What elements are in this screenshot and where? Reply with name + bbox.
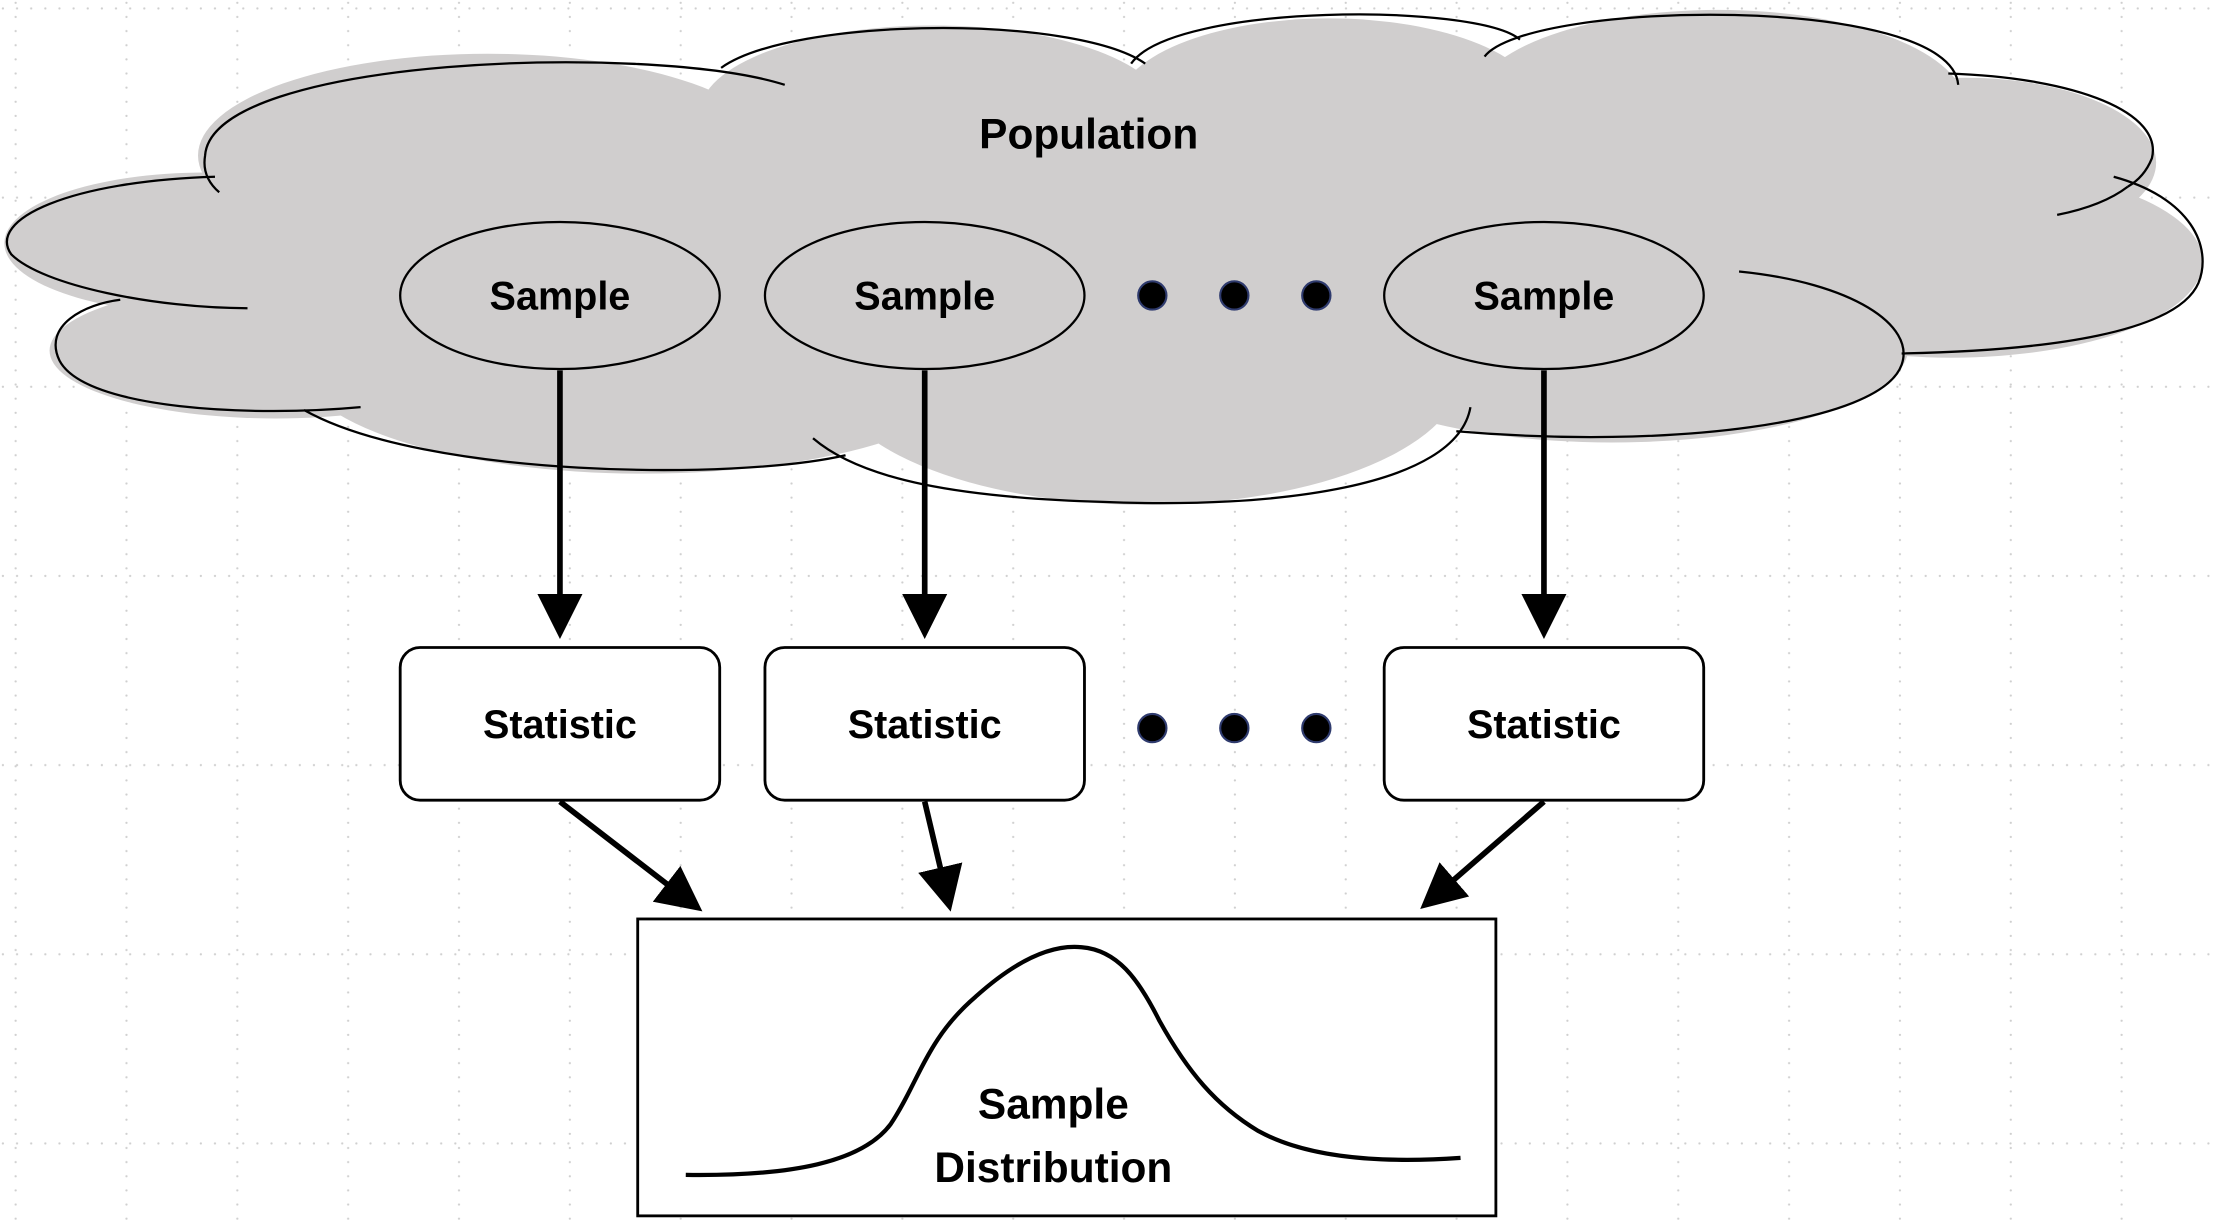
statistic-1: Statistic [398,646,722,802]
statistic-label: Statistic [483,703,637,747]
statistic-2: Statistic [763,646,1086,802]
sample-3: Sample [1383,220,1705,371]
statistic-ellipsis-icon [1137,712,1332,744]
sample-label: Sample [1474,275,1615,319]
sample-label: Sample [490,275,631,319]
distribution-label-line2: Distribution [934,1144,1172,1191]
statistic-label: Statistic [848,703,1002,747]
statistic-to-distribution-arrows [558,799,1546,912]
arrow-statistic-1-to-distribution [558,799,703,912]
sample-1: Sample [399,220,721,371]
arrow-statistic-2-to-distribution [918,800,963,912]
sample-label: Sample [854,275,995,319]
sample-ellipsis-icon [1137,280,1332,311]
statistic-3: Statistic [1382,646,1706,802]
population-cloud: Population [4,9,2204,505]
sample-distribution-box: Sample Distribution [636,917,1498,1218]
sample-to-statistic-arrows [537,370,1567,640]
distribution-label-line1: Sample [978,1080,1129,1127]
arrow-statistic-3-to-distribution [1420,799,1546,909]
population-label: Population [979,110,1198,157]
statistic-label: Statistic [1467,703,1621,747]
sample-2: Sample [763,220,1086,371]
distribution-curve [685,944,1461,1178]
